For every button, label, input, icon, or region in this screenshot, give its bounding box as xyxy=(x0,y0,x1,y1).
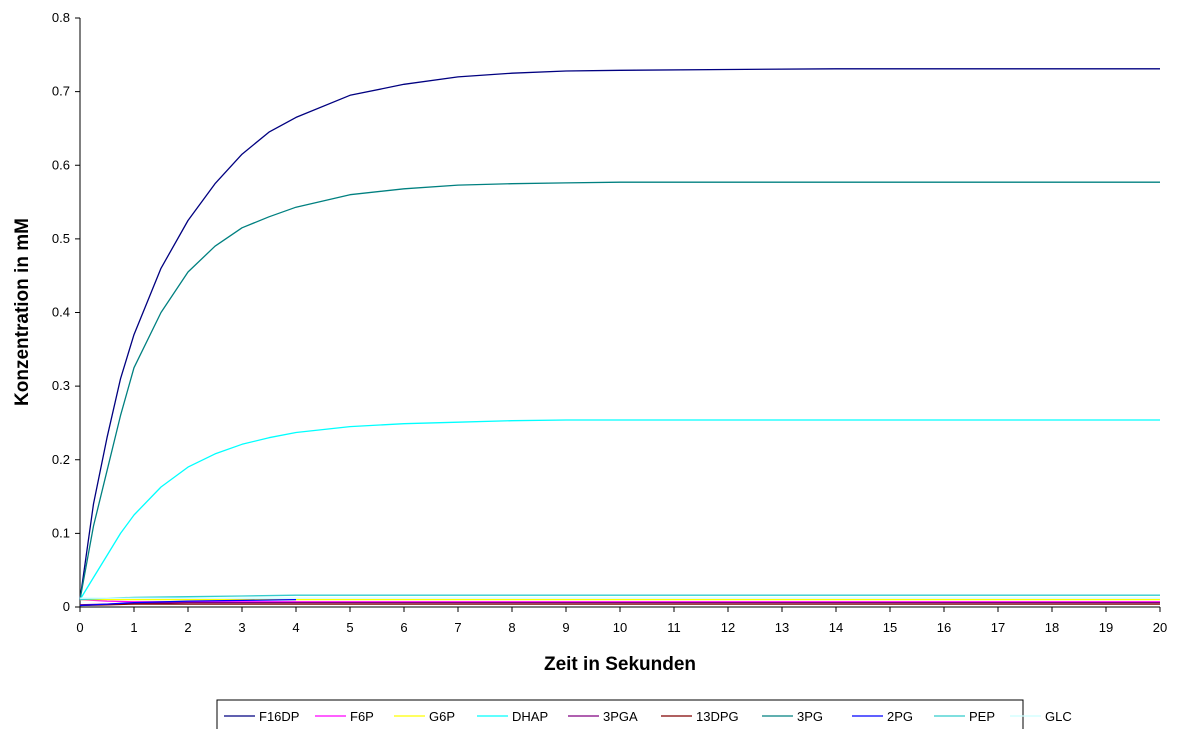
x-tick-label: 14 xyxy=(829,620,843,635)
legend-label: DHAP xyxy=(512,709,548,724)
y-tick-label: 0.2 xyxy=(52,452,70,467)
legend-label: F6P xyxy=(350,709,374,724)
x-ticks: 0 1 2 3 4 5 6 7 8 9 10 11 12 13 14 15 16 17 18 19 20 xyxy=(76,607,1167,635)
x-tick-label: 7 xyxy=(454,620,461,635)
plot-series xyxy=(79,68,1160,607)
legend-label: 3PGA xyxy=(603,709,638,724)
y-tick-label: 0.3 xyxy=(52,378,70,393)
x-tick-label: 6 xyxy=(400,620,407,635)
y-tick-label: 0.1 xyxy=(52,525,70,540)
series-line-dhap xyxy=(79,419,1160,600)
x-tick-label: 11 xyxy=(667,620,681,635)
y-ticks: 0 0.1 0.2 0.3 0.4 0.5 0.6 0.7 0.8 xyxy=(52,10,80,614)
y-tick-label: 0.6 xyxy=(52,157,70,172)
x-tick-label: 0 xyxy=(76,620,83,635)
x-tick-label: 10 xyxy=(613,620,627,635)
x-tick-label: 13 xyxy=(775,620,789,635)
series-line-2pg xyxy=(79,598,297,607)
legend: F16DP F6P G6P DHAP 3PGA 13DPG 3PG 2PG PEP GLC xyxy=(216,699,1072,729)
y-tick-label: 0.8 xyxy=(52,10,70,25)
x-tick-label: 2 xyxy=(184,620,191,635)
y-tick-label: 0.7 xyxy=(52,84,70,99)
y-tick-label: 0.4 xyxy=(52,305,70,320)
legend-label: 13DPG xyxy=(696,709,739,724)
y-tick-label: 0 xyxy=(63,599,70,614)
x-tick-label: 19 xyxy=(1099,620,1113,635)
x-tick-label: 17 xyxy=(991,620,1005,635)
x-tick-label: 18 xyxy=(1045,620,1059,635)
legend-label: PEP xyxy=(969,709,995,724)
x-tick-label: 9 xyxy=(562,620,569,635)
y-tick-label: 0.5 xyxy=(52,231,70,246)
legend-label: G6P xyxy=(429,709,455,724)
axes xyxy=(79,18,1160,608)
series-line-3pg xyxy=(79,181,1160,600)
series-line-f6p xyxy=(79,598,1160,603)
series-line-f16dp xyxy=(79,68,1160,600)
x-axis-title: Zeit in Sekunden xyxy=(544,654,696,675)
x-tick-label: 20 xyxy=(1153,620,1167,635)
y-axis-title: Konzentration in mM xyxy=(12,218,33,406)
x-tick-label: 15 xyxy=(883,620,897,635)
legend-label: 2PG xyxy=(887,709,913,724)
x-tick-label: 8 xyxy=(508,620,515,635)
x-tick-label: 12 xyxy=(721,620,735,635)
x-tick-label: 16 xyxy=(937,620,951,635)
x-tick-label: 1 xyxy=(130,620,137,635)
x-tick-label: 4 xyxy=(292,620,299,635)
series-line-13dpg xyxy=(79,603,1160,607)
legend-label: GLC xyxy=(1045,709,1072,724)
legend-label: 3PG xyxy=(797,709,823,724)
x-tick-label: 5 xyxy=(346,620,353,635)
series-line-pep xyxy=(79,594,1160,601)
legend-label: F16DP xyxy=(259,709,299,724)
legend-box xyxy=(216,699,1024,729)
x-tick-label: 3 xyxy=(238,620,245,635)
